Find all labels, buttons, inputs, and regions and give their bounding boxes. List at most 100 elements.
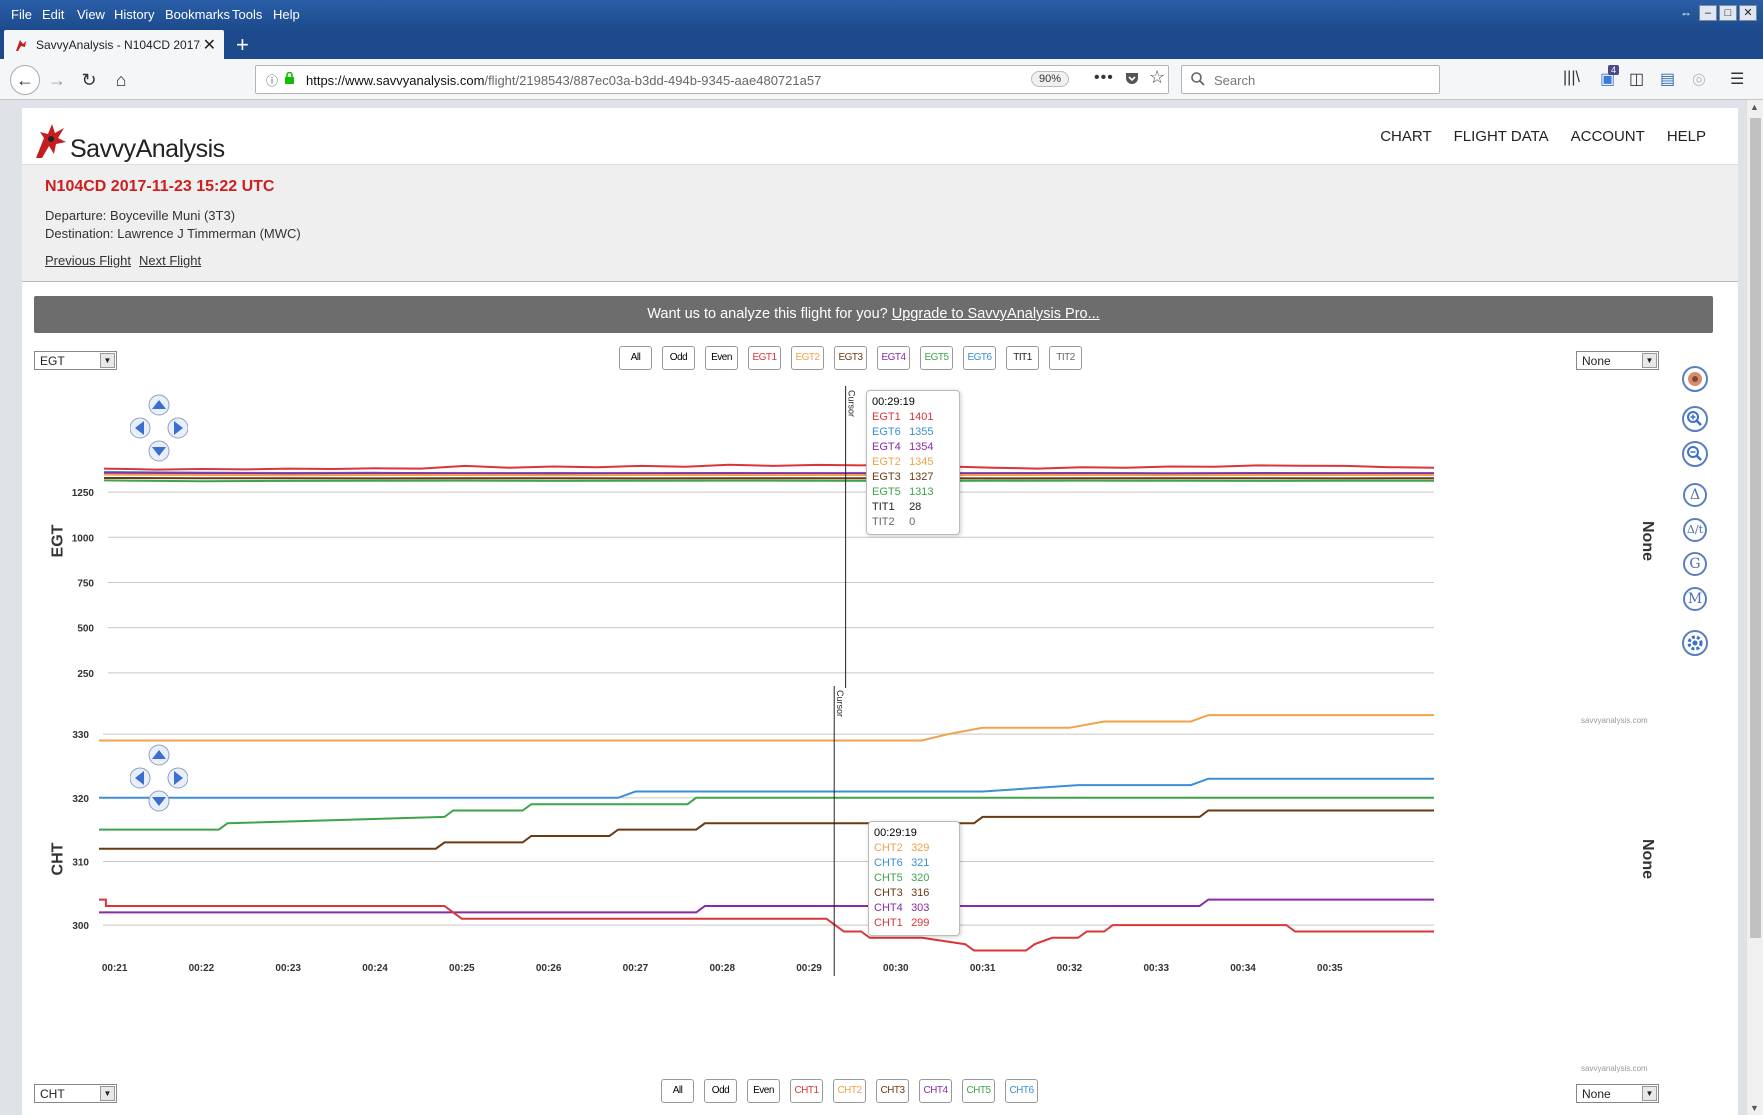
pan-left-icon[interactable] — [129, 417, 151, 439]
cht-toggle-cht1[interactable]: CHT1 — [790, 1079, 823, 1103]
series-line-cht2 — [99, 714, 1434, 742]
egt-toggle-tit1[interactable]: TIT1 — [1006, 346, 1039, 370]
flight-info-panel: N104CD 2017-11-23 15:22 UTC Departure: B… — [22, 164, 1738, 282]
egt-toggle-all[interactable]: All — [619, 346, 652, 370]
cht-toggle-cht3[interactable]: CHT3 — [876, 1079, 909, 1103]
browser-menubar: File Edit View History Bookmarks Tools H… — [0, 0, 1763, 30]
cht-toggle-even[interactable]: Even — [747, 1079, 780, 1103]
logo-savvy: Savvy — [70, 135, 136, 163]
extension-icon[interactable]: ▣ — [1600, 71, 1616, 88]
egt-toggle-egt5[interactable]: EGT5 — [920, 346, 953, 370]
egt-tooltip-row: EGT4 1354 — [872, 441, 934, 453]
egt-toggle-egt3[interactable]: EGT3 — [834, 346, 867, 370]
series-line-egt4 — [103, 472, 1434, 475]
pan-right-icon[interactable] — [167, 767, 189, 789]
x-tick-label: 00:35 — [1317, 963, 1343, 974]
menu-view[interactable]: View — [77, 7, 105, 22]
egt-toggle-egt4[interactable]: EGT4 — [877, 346, 910, 370]
egt-toggle-tit2[interactable]: TIT2 — [1049, 346, 1082, 370]
cht-toggle-cht5[interactable]: CHT5 — [962, 1079, 995, 1103]
nav-chart[interactable]: CHART — [1380, 128, 1432, 145]
pan-up-icon[interactable] — [148, 744, 170, 766]
menu-bookmarks[interactable]: Bookmarks — [165, 7, 231, 22]
zoom-out-icon[interactable] — [1680, 439, 1710, 469]
pan-up-icon[interactable] — [148, 394, 170, 416]
y-tick-label: 1000 — [72, 533, 95, 544]
reload-icon[interactable]: ↻ — [81, 70, 97, 90]
delta-tool-button[interactable]: Δ — [1683, 483, 1707, 507]
egt-toggle-egt2[interactable]: EGT2 — [791, 346, 824, 370]
m-tool-button[interactable]: M — [1683, 587, 1707, 611]
y-tick-label: 310 — [72, 857, 89, 868]
library-icon[interactable]: |||\ — [1563, 69, 1580, 86]
menu-history[interactable]: History — [114, 7, 155, 22]
menu-edit[interactable]: Edit — [42, 7, 65, 22]
search-box[interactable]: Search — [1181, 65, 1440, 94]
page-actions-icon[interactable]: ••• — [1094, 69, 1114, 86]
egt-tooltip-row: TIT2 0 — [872, 516, 916, 528]
nav-flight-data[interactable]: FLIGHT DATA — [1453, 128, 1549, 145]
scroll-up-icon[interactable]: ▲ — [1750, 102, 1759, 112]
pan-down-icon[interactable] — [148, 790, 170, 812]
sidebar-icon[interactable]: ◫ — [1629, 71, 1645, 88]
forward-icon[interactable]: → — [48, 70, 66, 90]
cht-toggle-cht4[interactable]: CHT4 — [919, 1079, 952, 1103]
close-window-icon[interactable]: ✕ — [1739, 5, 1757, 21]
pan-down-icon[interactable] — [148, 440, 170, 462]
cht-left-select[interactable]: CHT ▼ — [34, 1084, 117, 1103]
cht-right-select[interactable]: None ▼ — [1576, 1084, 1659, 1103]
egt-toggle-egt1[interactable]: EGT1 — [748, 346, 781, 370]
egt-chart[interactable]: 02505007501000125000:2100:2200:2300:2400… — [22, 378, 1702, 688]
url-bar[interactable]: ⓘ https://www.savvyanalysis.com/flight/2… — [255, 65, 1169, 94]
zoom-in-icon[interactable] — [1680, 404, 1710, 434]
settings-gear-icon[interactable] — [1680, 628, 1710, 658]
g-tool-button[interactable]: G — [1683, 552, 1707, 576]
egt-toggle-odd[interactable]: Odd — [662, 346, 695, 370]
series-line-egt5 — [103, 479, 1434, 483]
previous-flight-link[interactable]: Previous Flight — [45, 253, 131, 268]
x-tick-label: 00:23 — [275, 963, 301, 974]
cht-toggle-cht2[interactable]: CHT2 — [833, 1079, 866, 1103]
bookmark-star-icon[interactable]: ☆ — [1149, 67, 1166, 87]
egt-right-select[interactable]: None ▼ — [1576, 351, 1659, 370]
maximize-icon[interactable]: □ — [1719, 5, 1737, 21]
cht-toggle-all[interactable]: All — [661, 1079, 694, 1103]
tab-close-icon[interactable]: ✕ — [202, 37, 216, 54]
info-icon[interactable]: ⓘ — [266, 74, 279, 88]
menu-file[interactable]: File — [11, 7, 32, 22]
egt-toggle-even[interactable]: Even — [705, 346, 738, 370]
browser-tab[interactable]: SavvyAnalysis - N104CD 2017-11 ✕ — [4, 30, 224, 59]
pan-left-icon[interactable] — [129, 767, 151, 789]
home-icon[interactable]: ⌂ — [115, 70, 127, 90]
scroll-down-icon[interactable]: ▼ — [1750, 1103, 1759, 1113]
delta-per-time-tool-button[interactable]: Δ/t — [1683, 518, 1707, 542]
egt-left-select[interactable]: EGT ▼ — [34, 351, 117, 370]
menu-help[interactable]: Help — [273, 7, 300, 22]
avatar[interactable] — [1680, 364, 1710, 394]
upgrade-link[interactable]: Upgrade to SavvyAnalysis Pro... — [891, 306, 1100, 322]
cht-toggle-odd[interactable]: Odd — [704, 1079, 737, 1103]
site-logo[interactable]: SavvyAnalysis — [70, 135, 225, 164]
restore-size-icon[interactable]: ⇔ — [1680, 6, 1692, 20]
nav-help[interactable]: HELP — [1666, 128, 1706, 145]
zoom-indicator[interactable]: 90% — [1031, 71, 1070, 87]
pocket-icon[interactable] — [1124, 70, 1140, 86]
next-flight-link[interactable]: Next Flight — [139, 253, 202, 268]
cht-toggle-cht6[interactable]: CHT6 — [1005, 1079, 1038, 1103]
cht-chart[interactable]: 300 310 320 330 00:21 00:22 00:23 00:24 00:25 00:… — [22, 686, 1702, 992]
minimize-icon[interactable]: – — [1699, 5, 1717, 21]
egt-toggle-egt6[interactable]: EGT6 — [963, 346, 996, 370]
back-icon[interactable]: ← — [10, 65, 40, 95]
y-tick-label: 500 — [77, 624, 94, 635]
vertical-scrollbar[interactable]: ▲ ▼ — [1746, 100, 1763, 1115]
new-tab-icon[interactable]: + — [236, 32, 249, 57]
hamburger-menu-icon[interactable]: ☰ — [1730, 71, 1745, 88]
notification-badge: 4 — [1608, 65, 1620, 75]
screenshot-icon[interactable]: ◎ — [1692, 71, 1706, 88]
scrollbar-thumb[interactable] — [1750, 118, 1761, 938]
nav-account[interactable]: ACCOUNT — [1570, 128, 1645, 145]
menu-tools[interactable]: Tools — [232, 7, 263, 22]
sync-icon[interactable]: ▤ — [1660, 71, 1676, 88]
cht-tooltip-row: CHT4 303 — [874, 902, 930, 914]
pan-right-icon[interactable] — [167, 417, 189, 439]
